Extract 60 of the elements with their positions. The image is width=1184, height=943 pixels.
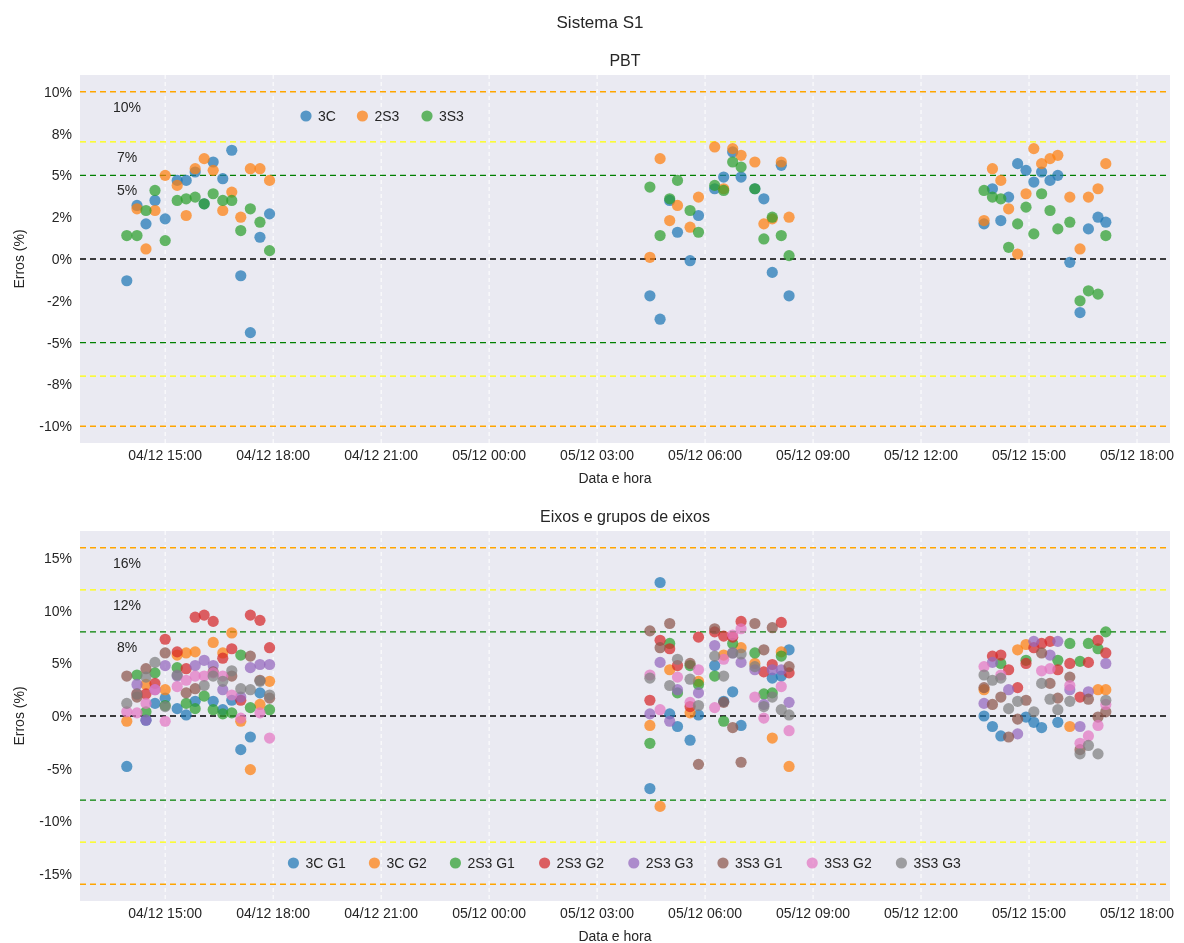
- x-tick-label: 04/12 21:00: [344, 447, 419, 463]
- legend-label: 2S3: [374, 108, 400, 124]
- ref-line-label: 8%: [116, 638, 138, 655]
- y-tick-label: 5%: [51, 655, 72, 672]
- y-tick-label: -15%: [39, 865, 72, 882]
- y-tick-label: -10%: [39, 418, 72, 435]
- x-tick-label: 05/12 12:00: [884, 447, 959, 463]
- y-axis-title: Erros (%): [11, 229, 27, 289]
- x-tick-label: 05/12 15:00: [992, 905, 1067, 921]
- x-tick-label: 05/12 06:00: [668, 447, 743, 463]
- y-tick-label: 2%: [51, 209, 72, 226]
- x-tick-label: 05/12 09:00: [776, 905, 851, 921]
- y-tick-label: -2%: [47, 292, 72, 309]
- y-axis-title: Erros (%): [11, 686, 27, 746]
- x-tick-label: 04/12 15:00: [128, 447, 203, 463]
- legend-label: 3S3 G2: [824, 855, 872, 871]
- y-tick-label: 0%: [51, 708, 72, 724]
- legend-label: 3S3 G1: [735, 855, 783, 871]
- x-axis-title: Data e hora: [578, 470, 652, 486]
- y-tick-label: -5%: [47, 334, 72, 351]
- y-tick-label: 5%: [51, 167, 72, 184]
- x-tick-label: 05/12 00:00: [452, 905, 527, 921]
- y-tick-label: -5%: [47, 760, 72, 777]
- x-tick-label: 04/12 18:00: [236, 905, 311, 921]
- legend-label: 3S3 G3: [913, 855, 962, 871]
- ref-line-label: 10%: [112, 98, 142, 115]
- chart-title: Eixos e grupos de eixos: [540, 507, 710, 525]
- ref-line-label: 7%: [116, 148, 138, 165]
- x-tick-label: 05/12 18:00: [1100, 905, 1175, 921]
- chart-subtitle: PBT: [609, 51, 641, 69]
- x-tick-label: 05/12 12:00: [884, 905, 959, 921]
- legend-label: 3C: [318, 108, 336, 124]
- legend-label: 2S3 G1: [467, 855, 516, 871]
- ref-line-label: 16%: [112, 554, 142, 571]
- y-tick-label: -10%: [39, 813, 72, 830]
- chart-title: Sistema S1: [556, 12, 644, 32]
- x-tick-label: 04/12 15:00: [128, 905, 203, 921]
- x-tick-label: 05/12 15:00: [992, 447, 1067, 463]
- x-tick-label: 05/12 03:00: [560, 447, 635, 463]
- x-tick-label: 05/12 18:00: [1100, 447, 1175, 463]
- x-tick-label: 04/12 21:00: [344, 905, 419, 921]
- x-tick-label: 05/12 00:00: [452, 447, 527, 463]
- legend-label: 3C G2: [386, 855, 428, 871]
- y-tick-label: 0%: [51, 251, 72, 267]
- x-tick-label: 05/12 06:00: [668, 905, 743, 921]
- ref-line-label: 12%: [112, 596, 142, 613]
- y-tick-label: -8%: [47, 376, 72, 393]
- y-tick-label: 10%: [43, 83, 72, 100]
- legend-label: 2S3 G2: [556, 855, 605, 871]
- y-tick-label: 15%: [43, 550, 72, 567]
- legend-label: 3S3: [439, 108, 465, 124]
- x-tick-label: 05/12 03:00: [560, 905, 635, 921]
- x-tick-label: 04/12 18:00: [236, 447, 311, 463]
- legend-label: 2S3 G3: [645, 855, 694, 871]
- ref-line-label: 5%: [116, 182, 138, 199]
- legend-label: 3C G1: [305, 855, 347, 871]
- y-tick-label: 10%: [43, 602, 72, 619]
- y-tick-label: 8%: [51, 125, 72, 142]
- x-axis-title: Data e hora: [578, 928, 652, 943]
- x-tick-label: 05/12 09:00: [776, 447, 851, 463]
